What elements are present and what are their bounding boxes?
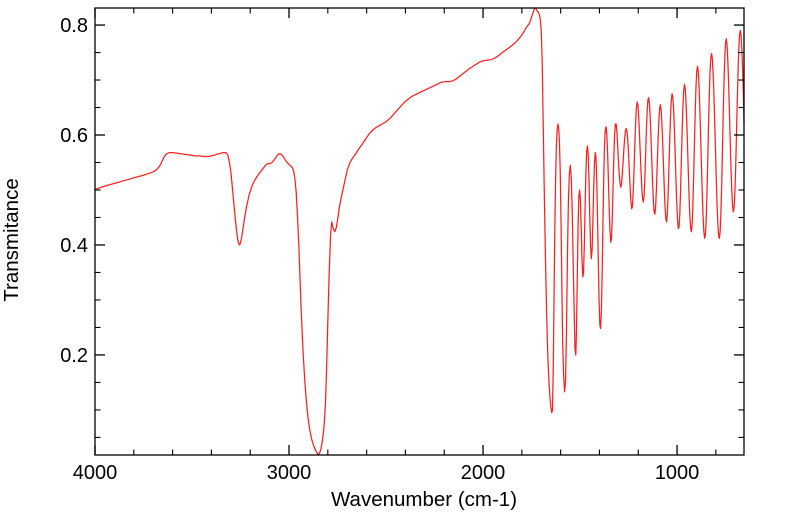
x-tick-label: 1000: [655, 462, 700, 484]
y-axis-title: Transmitance: [0, 178, 23, 301]
x-axis-ticks: [94, 8, 717, 455]
spectrum-trace: [94, 7, 745, 455]
plot-background: [95, 8, 744, 455]
y-tick-label: 0.6: [60, 125, 88, 147]
x-tick-label: 4000: [73, 462, 118, 484]
y-axis-tick-labels: 0.2 0.4 0.6 0.8: [60, 15, 88, 367]
x-axis-title: Wavenumber (cm-1): [331, 488, 517, 511]
y-tick-label: 0.8: [60, 15, 88, 37]
x-axis-tick-labels: 4000 3000 2000 1000: [73, 462, 700, 484]
y-tick-label: 0.2: [60, 345, 88, 367]
x-tick-label: 2000: [461, 462, 506, 484]
axis-frame: [94, 7, 745, 456]
y-tick-label: 0.4: [60, 235, 88, 257]
x-tick-label: 3000: [267, 462, 312, 484]
y-axis-ticks: [95, 24, 744, 438]
